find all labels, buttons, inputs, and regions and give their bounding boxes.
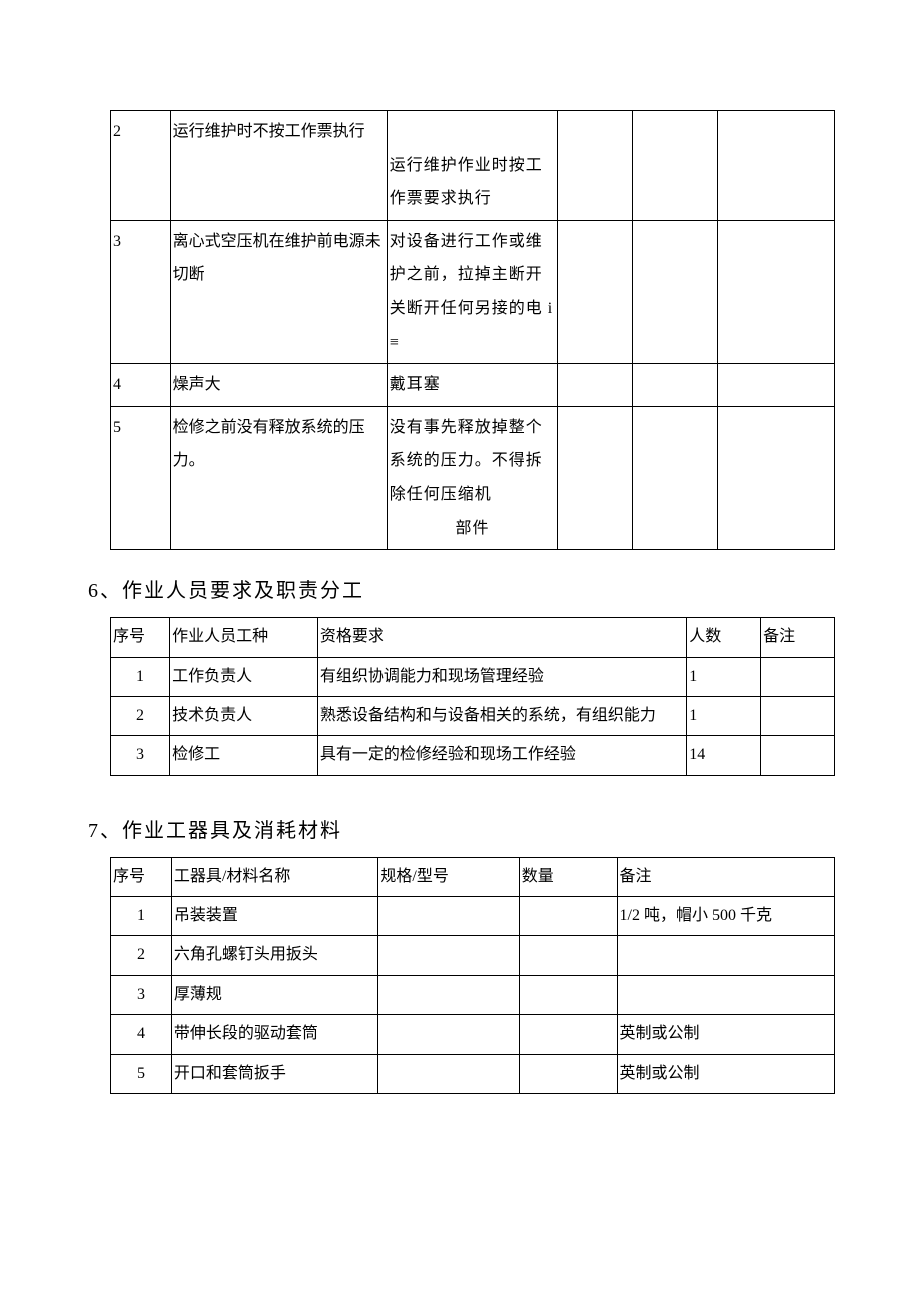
cell-spec <box>378 897 519 936</box>
col-spec: 规格/型号 <box>378 857 519 896</box>
cell-no: 2 <box>111 696 170 735</box>
cell-qty <box>519 897 617 936</box>
cell-tool: 厚薄规 <box>171 975 378 1014</box>
cell-blank <box>558 111 633 221</box>
cell-spec <box>378 1054 519 1093</box>
cell-risk: 检修之前没有释放系统的压力。 <box>170 406 387 549</box>
col-tool: 工器具/材料名称 <box>171 857 378 896</box>
cell-tool: 吊装装置 <box>171 897 378 936</box>
cell-blank <box>558 364 633 407</box>
cell-measure: 没有事先释放掉整个系统的压力。不得拆除任何压缩机 部件 <box>387 406 557 549</box>
cell-remark <box>761 736 835 775</box>
table-row: 5 检修之前没有释放系统的压力。 没有事先释放掉整个系统的压力。不得拆除任何压缩… <box>111 406 835 549</box>
table-row: 3 厚薄规 <box>111 975 835 1014</box>
cell-role: 检修工 <box>170 736 318 775</box>
table-row: 5 开口和套筒扳手 英制或公制 <box>111 1054 835 1093</box>
col-no: 序号 <box>111 857 172 896</box>
section6-title: 6、作业人员要求及职责分工 <box>88 574 835 603</box>
cell-risk: 运行维护时不按工作票执行 <box>170 111 387 221</box>
cell-qty <box>519 975 617 1014</box>
cell-blank <box>632 364 717 407</box>
col-qual: 资格要求 <box>317 618 686 657</box>
col-remark: 备注 <box>761 618 835 657</box>
table-row: 4 燥声大 戴耳塞 <box>111 364 835 407</box>
cell-no: 5 <box>111 406 171 549</box>
cell-qty <box>519 1054 617 1093</box>
cell-tool: 开口和套筒扳手 <box>171 1054 378 1093</box>
cell-remark <box>761 696 835 735</box>
cell-measure: 运行维护作业时按工作票要求执行 <box>387 111 557 221</box>
cell-no: 2 <box>111 936 172 975</box>
cell-no: 1 <box>111 657 170 696</box>
cell-risk: 离心式空压机在维护前电源未切断 <box>170 220 387 363</box>
cell-no: 4 <box>111 364 171 407</box>
cell-no: 1 <box>111 897 172 936</box>
table-row: 2 六角孔螺钉头用扳头 <box>111 936 835 975</box>
cell-remark: 英制或公制 <box>617 1054 834 1093</box>
cell-blank <box>717 111 834 221</box>
col-no: 序号 <box>111 618 170 657</box>
cell-blank <box>717 406 834 549</box>
cell-risk: 燥声大 <box>170 364 387 407</box>
cell-measure: 戴耳塞 <box>387 364 557 407</box>
cell-suffix: 部件 <box>390 512 555 546</box>
cell-qual: 具有一定的检修经验和现场工作经验 <box>317 736 686 775</box>
table-header-row: 序号 作业人员工种 资格要求 人数 备注 <box>111 618 835 657</box>
cell-count: 14 <box>687 736 761 775</box>
col-role: 作业人员工种 <box>170 618 318 657</box>
cell-blank <box>558 406 633 549</box>
cell-blank <box>632 220 717 363</box>
cell-remark <box>617 975 834 1014</box>
cell-qual: 有组织协调能力和现场管理经验 <box>317 657 686 696</box>
table-row: 2 技术负责人 熟悉设备结构和与设备相关的系统，有组织能力 1 <box>111 696 835 735</box>
cell-measure: 对设备进行工作或维护之前，拉掉主断开关断开任何另接的电 i≡ <box>387 220 557 363</box>
cell-qty <box>519 1015 617 1054</box>
cell-spec <box>378 936 519 975</box>
cell-blank <box>632 111 717 221</box>
cell-no: 3 <box>111 975 172 1014</box>
cell-qty <box>519 936 617 975</box>
table-row: 3 检修工 具有一定的检修经验和现场工作经验 14 <box>111 736 835 775</box>
table-row: 1 工作负责人 有组织协调能力和现场管理经验 1 <box>111 657 835 696</box>
table-header-row: 序号 工器具/材料名称 规格/型号 数量 备注 <box>111 857 835 896</box>
col-count: 人数 <box>687 618 761 657</box>
document-page: 2 运行维护时不按工作票执行 运行维护作业时按工作票要求执行 3 离心式空压机在… <box>0 0 920 1301</box>
cell-qual: 熟悉设备结构和与设备相关的系统，有组织能力 <box>317 696 686 735</box>
cell-count: 1 <box>687 657 761 696</box>
risk-control-table: 2 运行维护时不按工作票执行 运行维护作业时按工作票要求执行 3 离心式空压机在… <box>110 110 835 550</box>
cell-no: 5 <box>111 1054 172 1093</box>
cell-no: 3 <box>111 220 171 363</box>
cell-blank <box>632 406 717 549</box>
section7-title: 7、作业工器具及消耗材料 <box>88 814 835 843</box>
cell-remark: 英制或公制 <box>617 1015 834 1054</box>
cell-blank <box>717 364 834 407</box>
table-row: 4 带伸长段的驱动套筒 英制或公制 <box>111 1015 835 1054</box>
cell-no: 2 <box>111 111 171 221</box>
col-qty: 数量 <box>519 857 617 896</box>
cell-no: 3 <box>111 736 170 775</box>
cell-count: 1 <box>687 696 761 735</box>
cell-remark <box>617 936 834 975</box>
table-row: 3 离心式空压机在维护前电源未切断 对设备进行工作或维护之前，拉掉主断开关断开任… <box>111 220 835 363</box>
cell-tool: 六角孔螺钉头用扳头 <box>171 936 378 975</box>
cell-role: 工作负责人 <box>170 657 318 696</box>
table-row: 1 吊装装置 1/2 吨，帽小 500 千克 <box>111 897 835 936</box>
table-row: 2 运行维护时不按工作票执行 运行维护作业时按工作票要求执行 <box>111 111 835 221</box>
tools-table: 序号 工器具/材料名称 规格/型号 数量 备注 1 吊装装置 1/2 吨，帽小 … <box>110 857 835 1094</box>
col-remark: 备注 <box>617 857 834 896</box>
cell-spec <box>378 975 519 1014</box>
cell-spec <box>378 1015 519 1054</box>
cell-blank <box>558 220 633 363</box>
cell-no: 4 <box>111 1015 172 1054</box>
personnel-table: 序号 作业人员工种 资格要求 人数 备注 1 工作负责人 有组织协调能力和现场管… <box>110 617 835 776</box>
cell-remark <box>761 657 835 696</box>
cell-tool: 带伸长段的驱动套筒 <box>171 1015 378 1054</box>
cell-role: 技术负责人 <box>170 696 318 735</box>
cell-blank <box>717 220 834 363</box>
cell-remark: 1/2 吨，帽小 500 千克 <box>617 897 834 936</box>
